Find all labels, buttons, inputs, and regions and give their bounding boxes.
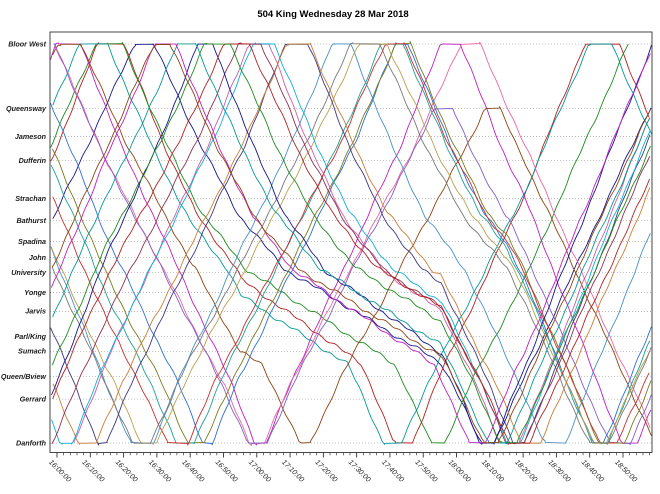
x-tick-label: 17:20:00 [313, 458, 339, 484]
vehicle-trajectory [52, 42, 653, 445]
vehicle-trajectory [52, 42, 651, 445]
station-label: Queensway [6, 104, 47, 113]
vehicle-trajectory [52, 43, 651, 445]
vehicle-trajectory [50, 42, 652, 446]
x-tick-label: 18:20:00 [513, 458, 539, 484]
station-label: Spadina [18, 237, 46, 246]
x-tick-label: 17:40:00 [380, 458, 406, 484]
x-tick-label: 18:00:00 [447, 458, 473, 484]
x-tick-label: 17:30:00 [347, 458, 373, 484]
station-label: Strachan [15, 194, 46, 203]
vehicle-trajectory [50, 42, 629, 444]
station-label: Gerrard [20, 395, 47, 404]
x-tick-label: 16:50:00 [214, 458, 240, 484]
station-label: Jameson [15, 132, 47, 141]
vehicle-trajectory [50, 42, 650, 444]
station-label: Parl/King [14, 332, 46, 341]
vehicle-trajectory [51, 43, 651, 444]
x-tick-label: 18:10:00 [480, 458, 506, 484]
vehicle-trajectory [51, 43, 652, 445]
vehicle-trajectory [50, 43, 650, 445]
x-tick-label: 18:30:00 [546, 458, 572, 484]
vehicle-trajectory [50, 43, 651, 446]
vehicle-trajectory [51, 43, 651, 444]
plot-border [49, 31, 653, 453]
station-label: Danforth [16, 438, 47, 447]
vehicle-trajectory [50, 43, 651, 445]
vehicle-trajectory [50, 43, 651, 444]
vehicle-trajectory [51, 42, 651, 445]
y-axis-labels: Bloor West Queensway Jameson Dufferin Strach… [1, 39, 47, 447]
x-tick-label: 17:00:00 [247, 458, 273, 484]
vehicle-trajectory [52, 43, 652, 445]
vehicle-trajectory [51, 42, 652, 445]
x-tick-label: 17:50:00 [413, 458, 439, 484]
station-label: Jarvis [25, 307, 46, 316]
station-gridlines [50, 43, 652, 444]
x-tick-label: 16:20:00 [114, 458, 140, 484]
x-tick-label: 18:50:00 [613, 458, 639, 484]
x-tick-label: 16:10:00 [80, 458, 106, 484]
vehicle-trajectory [52, 42, 651, 445]
trajectory-lines [50, 41, 653, 446]
station-label: Bloor West [8, 39, 46, 48]
station-label: University [11, 268, 47, 277]
x-tick-label: 18:40:00 [580, 458, 606, 484]
x-axis-labels: 16:00:00 16:10:00 16:20:00 16:30:00 16:40:00… [47, 458, 639, 484]
vehicle-trajectory [50, 42, 652, 446]
vehicle-trajectory [51, 41, 652, 444]
vehicle-trajectory [52, 43, 652, 444]
chart-title: 504 King Wednesday 28 Mar 2018 [257, 9, 408, 20]
x-tick-label: 16:30:00 [147, 458, 173, 484]
vehicle-trajectory [50, 43, 651, 445]
plot-frame [49, 31, 653, 453]
x-tick-label: 17:10:00 [280, 458, 306, 484]
station-label: Yonge [24, 288, 46, 297]
x-tick-label: 16:00:00 [47, 458, 73, 484]
x-axis-ticks [56, 452, 650, 458]
station-label: Sumach [18, 347, 47, 356]
vehicle-trajectory [52, 42, 650, 446]
station-label: John [29, 253, 47, 262]
x-tick-label: 16:40:00 [180, 458, 206, 484]
station-label: Bathurst [16, 216, 46, 225]
vehicle-trajectory [73, 43, 651, 444]
station-label: Dufferin [19, 156, 47, 165]
station-label: Queen/Bview [1, 372, 47, 381]
